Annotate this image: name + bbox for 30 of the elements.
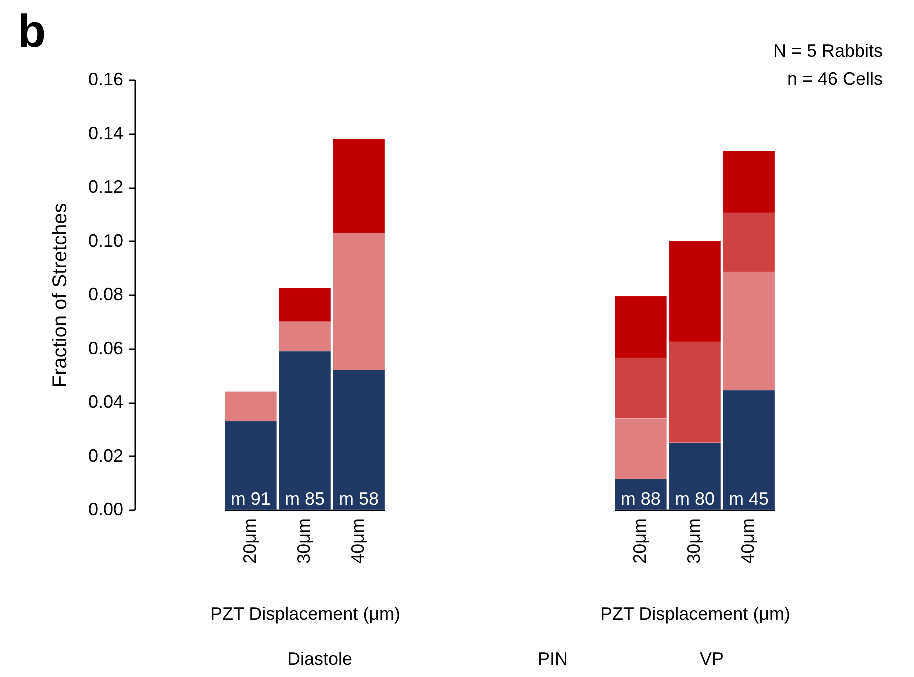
x-tick-label: 20μm (630, 518, 650, 564)
annotation: m 91 (230, 489, 271, 509)
text: Diastole (287, 649, 353, 669)
text: VP (700, 649, 724, 669)
x-tick-label: 20μm (240, 518, 260, 564)
y-tick-label: 0.00 (88, 500, 124, 520)
annotation: m 58 (339, 489, 380, 509)
y-tick-label: 0.06 (88, 338, 124, 358)
y-tick-label: 0.10 (88, 230, 124, 251)
annotation: m 80 (674, 489, 716, 509)
x-tick-label: 30μm (684, 518, 704, 564)
text: N = 5 Rabbits (773, 41, 883, 61)
chart-title: b (18, 5, 46, 57)
annotation: m 85 (284, 489, 326, 509)
y-tick-label: 0.08 (88, 284, 124, 304)
y-tick-label: 0.14 (88, 123, 124, 144)
x-axis-title: PZT Displacement (μm) (600, 604, 791, 624)
y-tick-label: 0.12 (88, 177, 124, 197)
text: n = 46 Cells (787, 69, 883, 89)
y-tick-label: 0.02 (88, 446, 124, 466)
x-tick-label: 40μm (738, 518, 758, 564)
y-tick-label: 0.16 (88, 70, 124, 90)
y-axis-title: Fraction of Stretches (49, 203, 72, 388)
x-tick-label: 30μm (294, 518, 314, 564)
x-axis-title: PZT Displacement (μm) (210, 604, 401, 624)
annotation: m 45 (729, 489, 770, 509)
y-tick-label: 0.04 (88, 392, 124, 412)
annotation: m 88 (620, 489, 661, 509)
x-tick-label: 40μm (348, 518, 368, 564)
text: PIN (538, 649, 568, 669)
